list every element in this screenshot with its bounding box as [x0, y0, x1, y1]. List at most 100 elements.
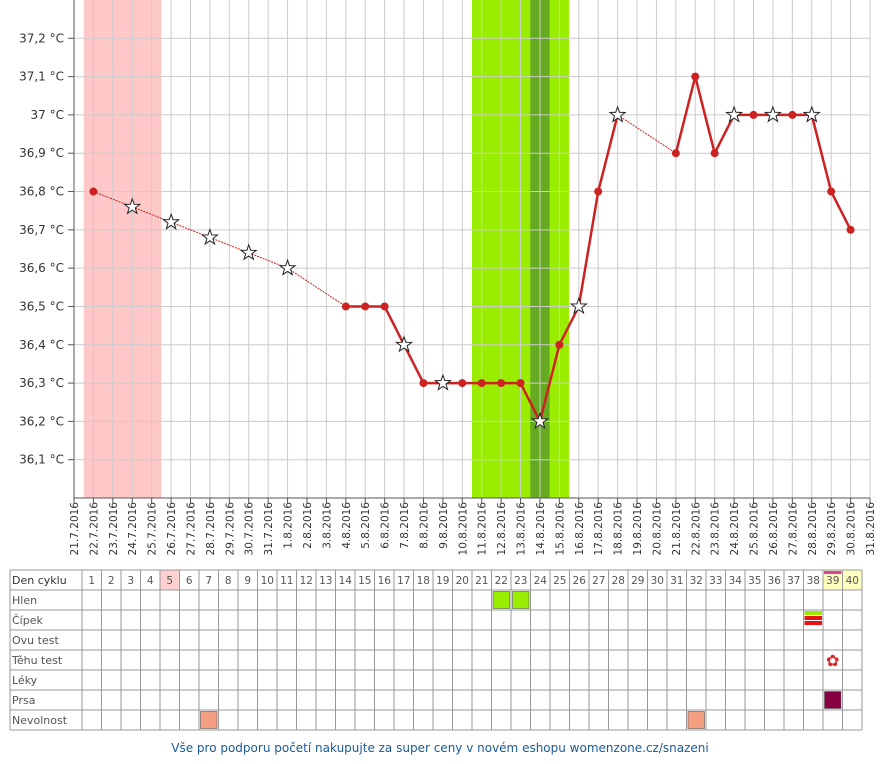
day-highlight-top: [824, 571, 842, 574]
temperature-point: [710, 149, 719, 158]
temperature-point: [594, 187, 603, 196]
temperature-point: [691, 72, 700, 81]
star-point: [608, 105, 627, 123]
day-number: 21: [475, 575, 488, 587]
star-point: [433, 373, 452, 391]
entry-mark: [824, 691, 842, 709]
y-tick-label: 36,6 °C: [19, 261, 64, 275]
temperature-line: [596, 114, 619, 192]
x-tick-label: 26.7.2016: [166, 502, 178, 556]
entry-mark: [200, 711, 218, 729]
day-number: 1: [88, 575, 95, 587]
y-tick-label: 36,7 °C: [19, 223, 64, 237]
day-number: 24: [534, 575, 548, 587]
x-tick-label: 5.8.2016: [360, 502, 372, 549]
x-tick-label: 2.8.2016: [302, 502, 314, 549]
y-tick-label: 36,3 °C: [19, 376, 64, 390]
x-tick-label: 25.7.2016: [147, 502, 159, 556]
day-number: 22: [495, 575, 508, 587]
temperature-point: [361, 302, 370, 311]
day-number: 40: [846, 575, 859, 587]
temperature-point: [827, 187, 836, 196]
x-tick-label: 9.8.2016: [438, 502, 450, 549]
footer-link[interactable]: Vše pro podporu početí nakupujte za supe…: [171, 741, 708, 755]
x-tick-label: 23.7.2016: [108, 502, 120, 556]
temperature-point: [380, 302, 389, 311]
x-tick-label: 13.8.2016: [516, 502, 528, 556]
x-tick-label: 24.8.2016: [729, 502, 741, 556]
x-tick-label: 28.7.2016: [205, 502, 217, 556]
day-number: 18: [417, 575, 430, 587]
day-number: 16: [378, 575, 392, 587]
star-point: [802, 105, 821, 123]
x-tick-label: 30.7.2016: [244, 502, 256, 556]
day-number: 26: [573, 575, 587, 587]
temperature-point: [89, 187, 98, 196]
x-tick-label: 7.8.2016: [399, 502, 411, 549]
day-number: 37: [787, 575, 800, 587]
x-tick-label: 31.7.2016: [263, 502, 275, 556]
y-tick-label: 37,1 °C: [19, 70, 64, 84]
day-number: 38: [807, 575, 820, 587]
x-tick-label: 6.8.2016: [380, 502, 392, 549]
temperature-line: [674, 76, 697, 154]
x-tick-label: 31.8.2016: [865, 502, 877, 556]
x-tick-label: 19.8.2016: [632, 502, 644, 556]
entry-symbol: ✿: [826, 651, 839, 670]
star-point: [162, 212, 181, 230]
day-number: 8: [225, 575, 232, 587]
temperature-line: [694, 76, 716, 154]
day-number: 27: [592, 575, 605, 587]
x-tick-label: 8.8.2016: [418, 502, 430, 549]
entry-mark: [687, 711, 705, 729]
x-tick-label: 10.8.2016: [457, 502, 469, 556]
x-tick-label: 1.8.2016: [283, 502, 295, 549]
day-number: 7: [205, 575, 212, 587]
y-tick-label: 36,2 °C: [19, 414, 64, 428]
day-number: 6: [186, 575, 193, 587]
day-number: 32: [690, 575, 703, 587]
entry-stripe: [804, 621, 822, 625]
x-tick-label: 16.8.2016: [574, 502, 586, 556]
day-number: 15: [358, 575, 371, 587]
x-tick-label: 18.8.2016: [613, 502, 625, 556]
day-number: 34: [729, 575, 743, 587]
temperature-line: [713, 114, 736, 154]
temperature-line: [830, 190, 852, 231]
star-point: [569, 296, 588, 315]
entry-mark: [512, 591, 530, 609]
day-highlight: [823, 570, 843, 590]
day-number: 28: [612, 575, 625, 587]
day-number: 39: [826, 575, 839, 587]
star-point: [239, 243, 258, 261]
temperature-line: [287, 267, 347, 307]
x-tick-label: 23.8.2016: [710, 502, 722, 556]
y-tick-label: 36,9 °C: [19, 146, 64, 160]
entry-mark: [492, 591, 510, 609]
temperature-point: [497, 379, 506, 388]
row-label: Čípek: [12, 614, 43, 627]
y-tick-label: 36,5 °C: [19, 299, 64, 313]
temperature-point: [788, 110, 797, 119]
star-point: [123, 197, 142, 215]
x-tick-label: 28.8.2016: [807, 502, 819, 556]
day-number: 5: [166, 575, 173, 587]
row-label: Léky: [12, 674, 38, 687]
temperature-point: [477, 379, 486, 388]
y-tick-label: 36,8 °C: [19, 185, 64, 199]
star-point: [278, 258, 297, 276]
day-number: 11: [280, 575, 293, 587]
x-tick-label: 29.7.2016: [224, 502, 236, 556]
row-label: Těhu test: [11, 654, 63, 667]
day-number: 13: [319, 575, 332, 587]
x-tick-label: 11.8.2016: [477, 502, 489, 556]
star-point: [763, 105, 782, 123]
day-number: 17: [397, 575, 410, 587]
x-tick-label: 24.7.2016: [127, 502, 139, 556]
day-number: 35: [748, 575, 761, 587]
x-tick-label: 22.8.2016: [690, 502, 702, 556]
temperature-line: [577, 191, 600, 307]
temperature-point: [846, 225, 855, 234]
x-tick-label: 4.8.2016: [341, 502, 353, 549]
